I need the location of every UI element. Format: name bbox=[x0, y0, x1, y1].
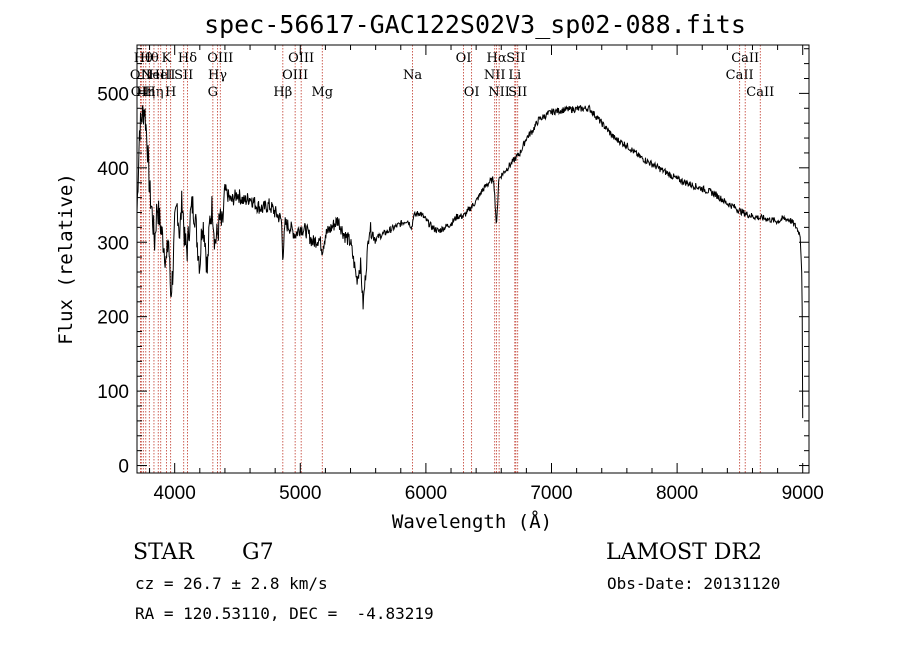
spectrum-chart: spec-56617-GAC122S02V3_sp02-088.fits OII… bbox=[55, 10, 824, 533]
object-subclass: G7 bbox=[242, 540, 274, 565]
spectral-line-label: G bbox=[208, 85, 218, 100]
spectral-line-label: Hγ bbox=[208, 68, 227, 83]
y-tick-label: 400 bbox=[97, 159, 129, 180]
x-axis-label: Wavelength (Å) bbox=[392, 510, 552, 533]
spectral-line-label: SII bbox=[506, 51, 525, 66]
spectral-line-label: OIII bbox=[207, 51, 233, 66]
spectral-line-label: Hα bbox=[487, 51, 507, 66]
spectral-line-label: CaII bbox=[731, 51, 759, 66]
spectral-line-label: H bbox=[165, 85, 176, 100]
x-tick-label: 7000 bbox=[530, 483, 572, 504]
x-axis: 4000 5000 6000 7000 8000 9000 bbox=[149, 45, 824, 504]
spectral-line-label: NII bbox=[488, 85, 510, 100]
spectral-line-label: CaII bbox=[746, 85, 774, 100]
y-axis-label: Flux (relative) bbox=[55, 173, 77, 345]
spectral-lines: OIIOIIHθHηHθHηNeIIIHeIKHSIIHδGHγOIIIHβOI… bbox=[130, 45, 774, 473]
spectral-line-label: SII bbox=[174, 68, 193, 83]
y-axis: 0 100 200 300 400 500 bbox=[97, 48, 809, 478]
spectral-line-label: OI bbox=[464, 85, 480, 100]
observation-date: Obs-Date: 20131120 bbox=[607, 574, 781, 593]
x-tick-label: 6000 bbox=[405, 483, 447, 504]
spectral-line-label: Li bbox=[508, 68, 521, 83]
coordinates: RA = 120.53110, DEC = -4.83219 bbox=[135, 604, 434, 623]
spectral-line-label: NeIII bbox=[141, 68, 175, 83]
y-tick-label: 500 bbox=[97, 84, 129, 105]
spectral-line-label: SII bbox=[508, 85, 527, 100]
spectral-line-label: Na bbox=[403, 68, 422, 83]
plot-frame bbox=[136, 44, 810, 474]
spectral-line-label: CaII bbox=[726, 68, 754, 83]
spectral-line-label: Mg bbox=[311, 85, 333, 100]
spectral-line-label: K bbox=[162, 51, 172, 66]
spectral-line-label: Hη bbox=[136, 85, 155, 100]
spectral-line-label: OII bbox=[131, 85, 152, 100]
x-tick-label: 8000 bbox=[656, 483, 698, 504]
y-tick-label: 100 bbox=[97, 382, 129, 403]
spectral-line-label: OIII bbox=[282, 68, 308, 83]
x-tick-label: 4000 bbox=[154, 483, 196, 504]
x-tick-label: 9000 bbox=[782, 483, 824, 504]
spectral-line-label: Hη bbox=[144, 85, 163, 100]
survey-name: LAMOST DR2 bbox=[606, 540, 762, 565]
spectral-line-label: OIII bbox=[288, 51, 314, 66]
y-tick-label: 0 bbox=[118, 457, 129, 478]
y-tick-label: 300 bbox=[97, 233, 129, 254]
spectral-line-label: Hβ bbox=[273, 85, 292, 100]
x-tick-label: 5000 bbox=[279, 483, 321, 504]
spectral-line-label: Hδ bbox=[178, 51, 197, 66]
chart-title: spec-56617-GAC122S02V3_sp02-088.fits bbox=[204, 10, 746, 39]
spectral-line-label: Hθ bbox=[140, 51, 159, 66]
spectral-line-label: OI bbox=[456, 51, 472, 66]
object-class: STAR bbox=[133, 540, 194, 565]
spectral-line-label: NII bbox=[484, 68, 506, 83]
redshift-value: cz = 26.7 ± 2.8 km/s bbox=[135, 574, 328, 593]
spectral-line-label: HeI bbox=[149, 68, 173, 83]
spectrum-line bbox=[136, 104, 804, 419]
y-tick-label: 200 bbox=[97, 308, 129, 329]
spectral-line-label: Hθ bbox=[134, 51, 153, 66]
